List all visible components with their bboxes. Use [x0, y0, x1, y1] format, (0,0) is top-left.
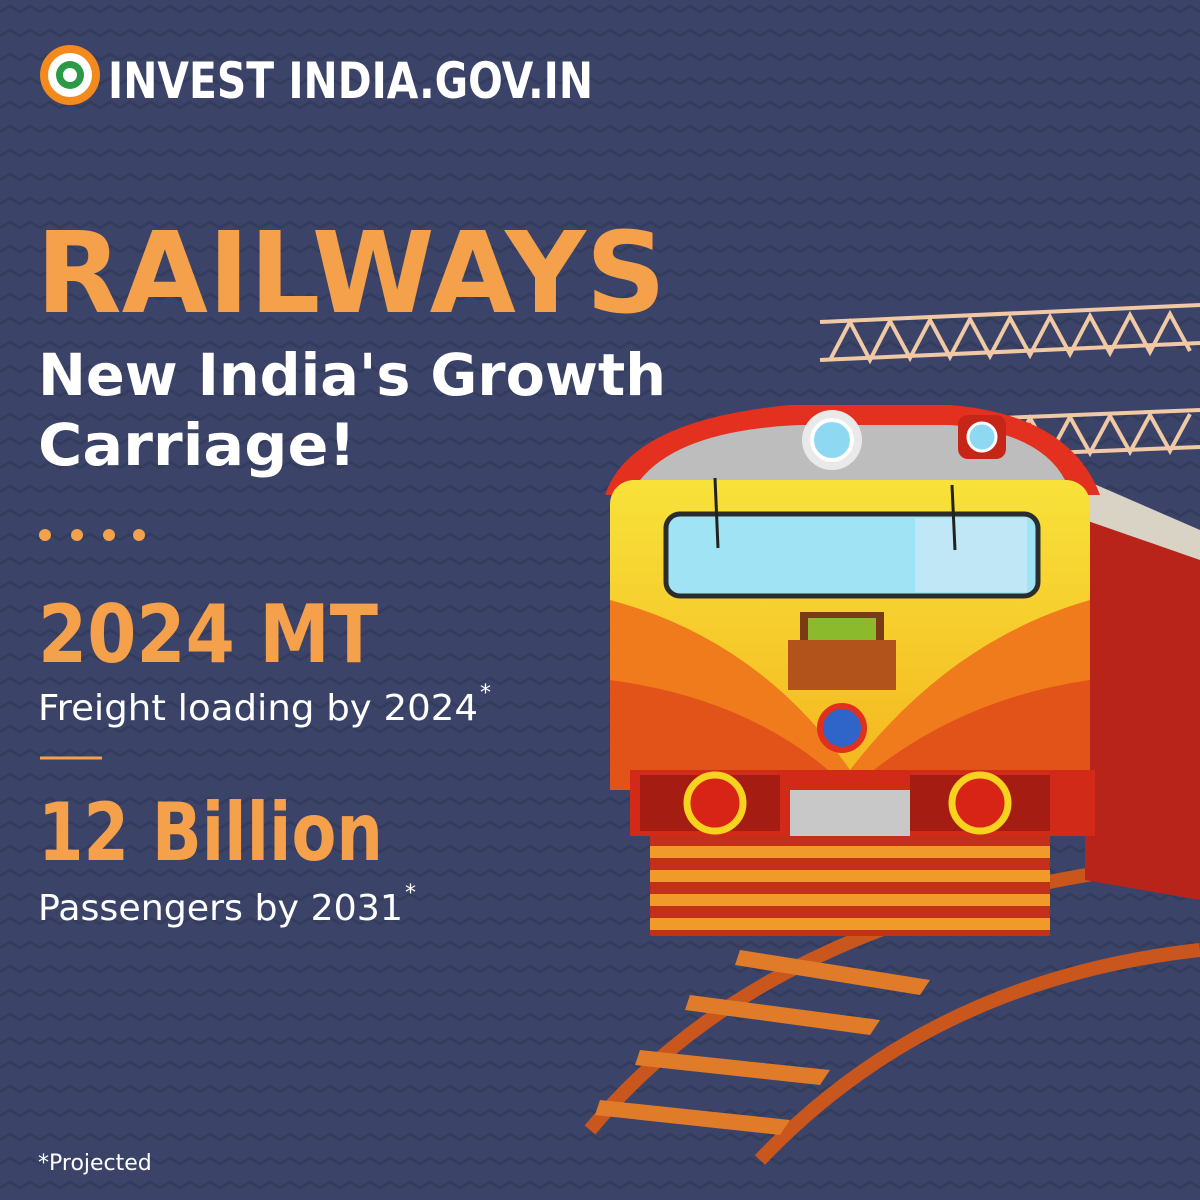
train [605, 405, 1200, 936]
stat-caption: Freight loading by 2024 [38, 688, 478, 729]
subtitle-line: Carriage! [38, 411, 356, 479]
footnote-marker: * [480, 681, 491, 706]
subtitle-line: New India's Growth [38, 341, 666, 409]
logo [40, 45, 100, 105]
stat-caption: Passengers by 2031 [38, 888, 403, 929]
dots [39, 529, 145, 541]
stat-value: 12 Billion [38, 786, 383, 879]
footnote: *Projected [38, 1151, 152, 1176]
brand: INVEST INDIA.GOV.IN [108, 52, 593, 110]
title: RAILWAYS [36, 209, 666, 339]
stat-value: 2024 MT [38, 588, 378, 681]
footnote-marker: * [405, 881, 416, 906]
